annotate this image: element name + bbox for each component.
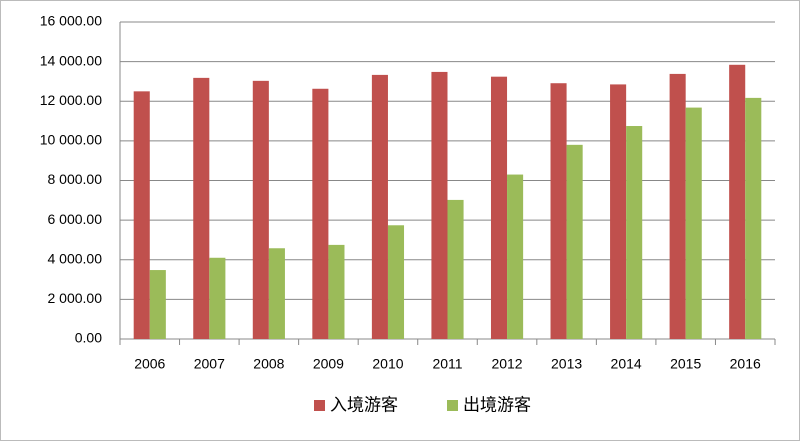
legend: 入境游客 出境游客 (314, 395, 531, 414)
bar (447, 199, 464, 339)
bar (507, 174, 524, 339)
x-tick-label: 2015 (670, 356, 701, 372)
y-tick-label: 4 000.00 (48, 250, 103, 266)
bar (431, 71, 448, 340)
y-tick-label: 8 000.00 (48, 171, 103, 187)
x-tick-label: 2006 (134, 356, 165, 372)
x-tick-label: 2008 (253, 356, 284, 372)
y-tick-label: 12 000.00 (40, 92, 102, 108)
bar (252, 80, 269, 339)
bar (610, 84, 627, 339)
x-tick-label: 2011 (432, 356, 462, 372)
y-tick-label: 2 000.00 (48, 290, 103, 306)
bar (550, 83, 567, 339)
bar (133, 91, 150, 339)
bar (685, 107, 702, 339)
x-tick-label: 2007 (194, 356, 225, 372)
x-tick-label: 2013 (551, 356, 582, 372)
legend-swatch (314, 400, 325, 411)
bar (626, 126, 643, 339)
bar (209, 257, 226, 339)
bar (745, 97, 762, 340)
x-tick-label: 2009 (313, 356, 344, 372)
y-tick-label: 0.00 (75, 330, 102, 346)
legend-label: 出境游客 (463, 395, 531, 414)
bar (387, 225, 405, 339)
y-tick-label: 16 000.00 (40, 13, 102, 29)
bar (312, 88, 329, 339)
bar (669, 73, 686, 339)
legend-label: 入境游客 (330, 395, 398, 414)
bar (729, 64, 746, 340)
legend-swatch (447, 400, 458, 411)
x-tick-label: 2016 (730, 356, 761, 372)
bar (328, 244, 345, 339)
y-tick-label: 6 000.00 (48, 211, 103, 227)
bar (371, 74, 388, 339)
x-tick-label: 2014 (611, 356, 642, 372)
y-tick-label: 10 000.00 (40, 132, 102, 148)
bar (149, 270, 166, 339)
bar (566, 144, 583, 339)
x-tick-label: 2010 (372, 356, 403, 372)
x-tick-label: 2012 (491, 356, 522, 372)
y-tick-label: 14 000.00 (40, 52, 102, 68)
bar (193, 77, 210, 339)
bar (490, 76, 508, 340)
bar (268, 248, 285, 339)
